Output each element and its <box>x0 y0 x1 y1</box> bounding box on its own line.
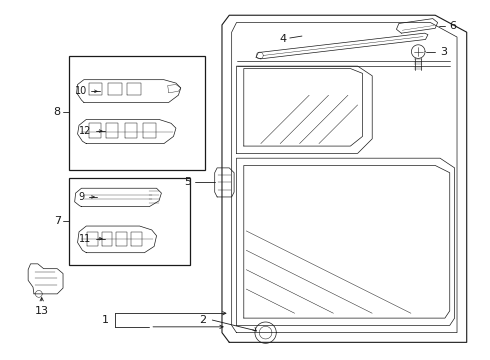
Text: 2: 2 <box>199 315 206 325</box>
Bar <box>69 177 191 265</box>
Text: 3: 3 <box>440 46 447 57</box>
Bar <box>69 57 205 170</box>
Text: 9: 9 <box>78 192 84 202</box>
Text: 6: 6 <box>450 21 457 31</box>
Text: 7: 7 <box>53 216 61 226</box>
Text: 8: 8 <box>53 107 61 117</box>
Text: 1: 1 <box>102 315 109 325</box>
Text: 11: 11 <box>79 234 92 244</box>
Text: 13: 13 <box>35 306 49 316</box>
Text: 12: 12 <box>79 126 92 136</box>
Text: 4: 4 <box>279 35 286 45</box>
Text: 5: 5 <box>185 177 192 188</box>
Text: 10: 10 <box>75 86 88 96</box>
